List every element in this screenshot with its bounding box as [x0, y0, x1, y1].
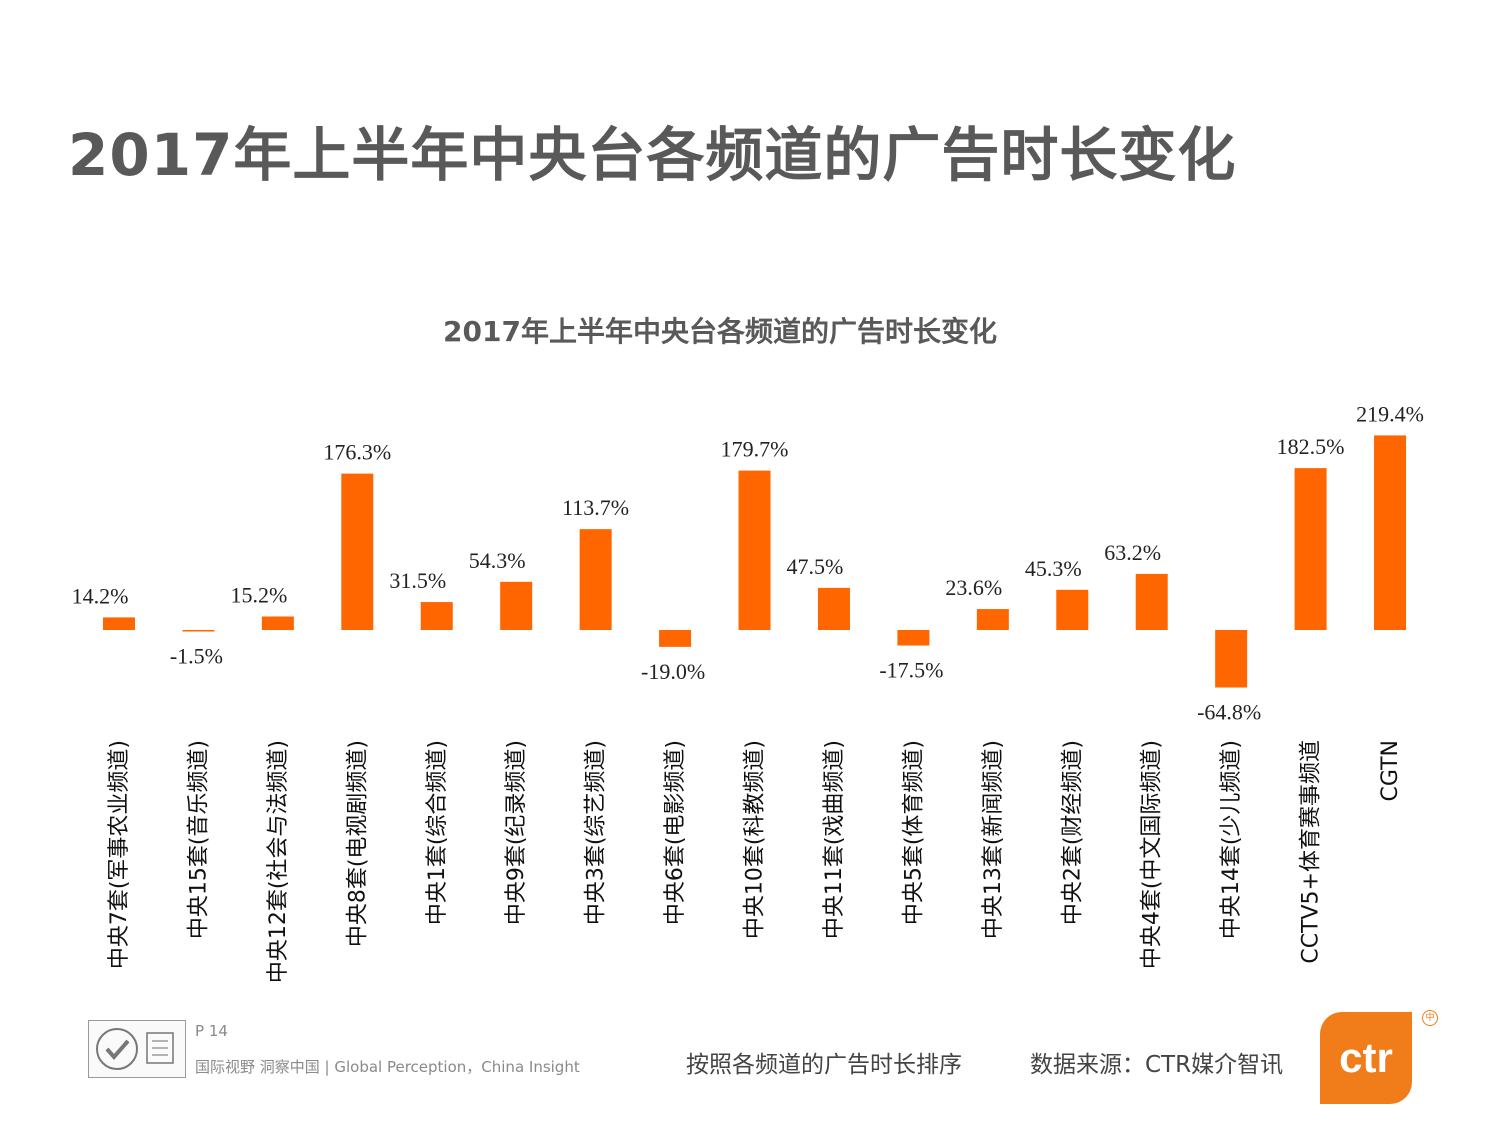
category-label: 中央12套(社会与法频道)	[266, 740, 291, 983]
category-label: 中央2套(财经频道)	[1060, 740, 1085, 925]
bar-8	[659, 630, 692, 647]
category-label: 中央4套(中文国际频道)	[1140, 740, 1165, 969]
bar-value-label: 31.5%	[389, 568, 446, 593]
bar-13	[1056, 589, 1089, 630]
certification-logo	[88, 1020, 186, 1078]
page-number: P 14	[195, 1022, 228, 1040]
bar-value-label: 14.2%	[72, 583, 129, 608]
chart-title: 2017年上半年中央台各频道的广告时长变化	[443, 315, 997, 348]
bar-14	[1135, 573, 1168, 630]
ctr-registered-mark: 中	[1422, 1010, 1438, 1026]
bar-7	[579, 529, 612, 630]
category-label: 中央15套(音乐频道)	[186, 740, 211, 939]
bar-chart: 14.2% 中央7套(军事农业频道) -1.5% 中央15套(音乐频道) 15.2% 中央…	[72, 401, 1424, 983]
bar-value-label: 219.4%	[1356, 401, 1424, 426]
bar-value-label: 63.2%	[1104, 540, 1161, 565]
bar-9	[738, 470, 771, 630]
bar-value-label: 45.3%	[1025, 556, 1082, 581]
bar-value-label: -17.5%	[879, 658, 943, 683]
category-label: CCTV5+体育赛事频道	[1299, 740, 1324, 964]
page-title: 2017年上半年中央台各频道的广告时长变化	[68, 121, 1237, 189]
bar-value-label: 47.5%	[787, 554, 844, 579]
bar-value-label: -64.8%	[1197, 699, 1261, 724]
category-label: 中央7套(军事农业频道)	[107, 740, 132, 969]
bar-value-label: 182.5%	[1277, 434, 1345, 459]
bar-1	[103, 617, 135, 630]
bar-value-label: -19.0%	[641, 659, 705, 684]
bar-3	[261, 616, 294, 630]
bar-value-label: 113.7%	[562, 495, 629, 520]
ctr-logo-text: ctr	[1339, 1034, 1393, 1081]
bar-5	[420, 602, 453, 630]
certification-seal-icon	[96, 1028, 174, 1070]
category-label: CGTN	[1378, 740, 1403, 802]
bar-value-label: 54.3%	[469, 548, 526, 573]
bar-value-label: 179.7%	[721, 437, 789, 462]
bar-12	[976, 609, 1009, 630]
footer-slogan: 国际视野 洞察中国 | Global Perception，China Insi…	[195, 1058, 580, 1076]
bar-17	[1374, 435, 1407, 630]
sort-note: 按照各频道的广告时长排序	[686, 1052, 962, 1078]
category-label: 中央11套(戏曲频道)	[822, 740, 847, 939]
bar-4	[341, 473, 374, 630]
bar-10	[817, 587, 850, 630]
bar-2	[182, 630, 215, 632]
bar-value-label: 23.6%	[945, 575, 1002, 600]
bar-value-label: 176.3%	[323, 440, 391, 465]
category-label: 中央9套(纪录频道)	[504, 740, 529, 925]
bar-11	[897, 630, 930, 646]
category-label: 中央14套(少儿频道)	[1219, 740, 1244, 939]
bar-6	[500, 581, 533, 630]
bar-value-label: 15.2%	[230, 583, 287, 608]
category-label: 中央6套(电影频道)	[663, 740, 688, 925]
category-label: 中央3套(综艺频道)	[584, 740, 609, 925]
bar-16	[1294, 468, 1327, 630]
category-label: 中央5套(体育频道)	[901, 740, 926, 925]
data-source: 数据来源：CTR媒介智讯	[1030, 1052, 1284, 1078]
ctr-logo: ctr	[1320, 1012, 1412, 1104]
category-label: 中央13套(新闻频道)	[981, 740, 1006, 939]
category-label: 中央8套(电视剧频道)	[345, 740, 370, 947]
bar-value-label: -1.5%	[170, 644, 223, 669]
bar-15	[1215, 630, 1248, 688]
category-label: 中央10套(科教频道)	[743, 740, 768, 939]
category-label: 中央1套(综合频道)	[425, 740, 450, 925]
